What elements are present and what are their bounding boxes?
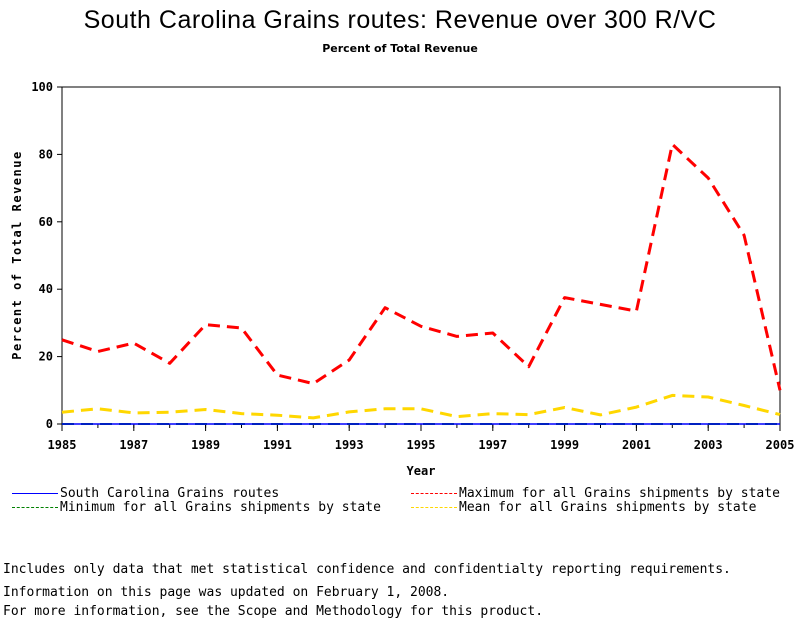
y-axis-title: Percent of Total Revenue: [10, 150, 24, 359]
legend-label-south-carolina: South Carolina Grains routes: [60, 486, 280, 501]
legend-swatch-maximum: [411, 493, 457, 494]
chart-title: South Carolina Grains routes: Revenue ov…: [83, 6, 717, 34]
x-tick-label: 2003: [694, 438, 723, 452]
y-tick-label: 0: [46, 417, 53, 431]
y-tick-label: 40: [39, 282, 53, 296]
x-axis: 1985 1987 1989 1991 1993 1995 1997 1999 2001 2003…: [48, 424, 795, 452]
x-tick-label: 1991: [263, 438, 292, 452]
x-tick-label: 1985: [48, 438, 77, 452]
legend: South Carolina Grains routes Minimum for…: [0, 487, 800, 517]
y-tick-label: 20: [39, 350, 53, 364]
x-tick-label: 1999: [550, 438, 579, 452]
legend-label-mean: Mean for all Grains shipments by state: [459, 500, 757, 515]
x-tick-label: 1989: [191, 438, 220, 452]
y-axis: 0 20 40 60 80 100: [31, 80, 62, 431]
legend-label-minimum: Minimum for all Grains shipments by stat…: [60, 500, 381, 515]
series-layer: [61, 142, 782, 425]
x-tick-label: 2005: [766, 438, 795, 452]
x-tick-label: 1997: [478, 438, 507, 452]
legend-item-mean: Mean for all Grains shipments by state: [411, 501, 756, 515]
x-tick-label: 1995: [407, 438, 436, 452]
plot-frame: [61, 86, 781, 425]
line-chart: 0 20 40 60 80 100 1985 1987 1989 1991 1993 1995 199…: [10, 80, 795, 478]
x-tick-label: 1993: [335, 438, 364, 452]
legend-label-maximum: Maximum for all Grains shipments by stat…: [459, 486, 780, 501]
footnote-2: For more information, see the Scope and …: [3, 604, 544, 619]
chart-subtitle: Percent of Total Revenue: [322, 42, 478, 55]
footnote-1: Includes only data that met statistical …: [3, 562, 731, 577]
legend-swatch-minimum: [12, 507, 58, 508]
x-tick-label: 2001: [622, 438, 651, 452]
updated-note: Information on this page was updated on …: [3, 585, 450, 600]
y-tick-label: 60: [39, 215, 53, 229]
legend-swatch-mean: [411, 507, 457, 508]
y-tick-label: 80: [39, 147, 53, 161]
series-line-mean-for-all-grains-shipments-by-state: [61, 393, 781, 420]
legend-swatch-south-carolina: [12, 493, 58, 494]
legend-item-maximum: Maximum for all Grains shipments by stat…: [411, 487, 780, 501]
x-tick-label: 1987: [119, 438, 148, 452]
footnotes: Includes only data that met statistical …: [3, 535, 731, 633]
y-tick-label: 100: [31, 80, 53, 94]
x-axis-title: Year: [407, 464, 436, 478]
legend-item-south-carolina: South Carolina Grains routes: [12, 487, 279, 501]
legend-item-minimum: Minimum for all Grains shipments by stat…: [12, 501, 381, 515]
series-line-maximum-for-all-grains-shipments-by-state: [61, 142, 782, 391]
